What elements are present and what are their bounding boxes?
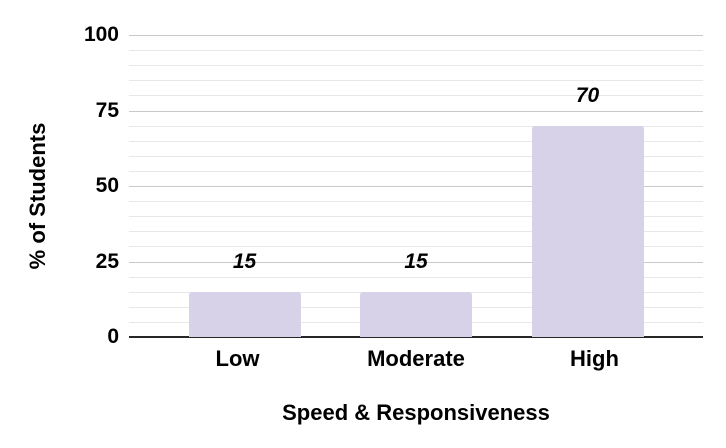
minor-gridline [129,50,703,51]
minor-gridline [129,65,703,66]
minor-gridline [129,171,703,172]
minor-gridline [129,246,703,247]
bar-value-label: 15 [232,250,257,273]
minor-gridline [129,216,703,217]
bar-value-label: 15 [404,250,428,273]
x-axis-category-labels: Low Moderate High [129,347,703,371]
x-category-label-high: High [570,346,619,371]
x-category-label-moderate: Moderate [367,346,465,371]
major-gridline [129,35,703,36]
y-tick-label-75: 75 [95,98,119,122]
minor-gridline [129,156,703,157]
y-tick-label-25: 25 [95,249,119,273]
minor-gridline [129,95,703,96]
minor-gridline [129,201,703,202]
major-gridline [129,186,703,187]
x-axis-line [129,336,703,338]
x-category-label-low: Low [215,346,260,371]
minor-gridline [129,277,703,278]
y-tick-label-100: 100 [83,23,119,46]
plot-area: 15 15 70 [129,35,703,338]
x-axis-title: Speed & Responsiveness [282,400,550,425]
minor-gridline [129,141,703,142]
major-gridline [129,262,703,263]
bar-high[interactable]: 70 [531,84,644,337]
major-gridline [129,111,703,112]
y-tick-label-0: 0 [107,325,119,348]
bar-moderate[interactable]: 15 [360,250,472,337]
y-tick-label-50: 50 [95,174,119,197]
minor-gridline [129,80,703,81]
minor-gridline [129,231,703,232]
bar-value-label: 70 [575,84,600,107]
minor-gridline [129,126,703,127]
bar-low[interactable]: 15 [188,250,301,337]
